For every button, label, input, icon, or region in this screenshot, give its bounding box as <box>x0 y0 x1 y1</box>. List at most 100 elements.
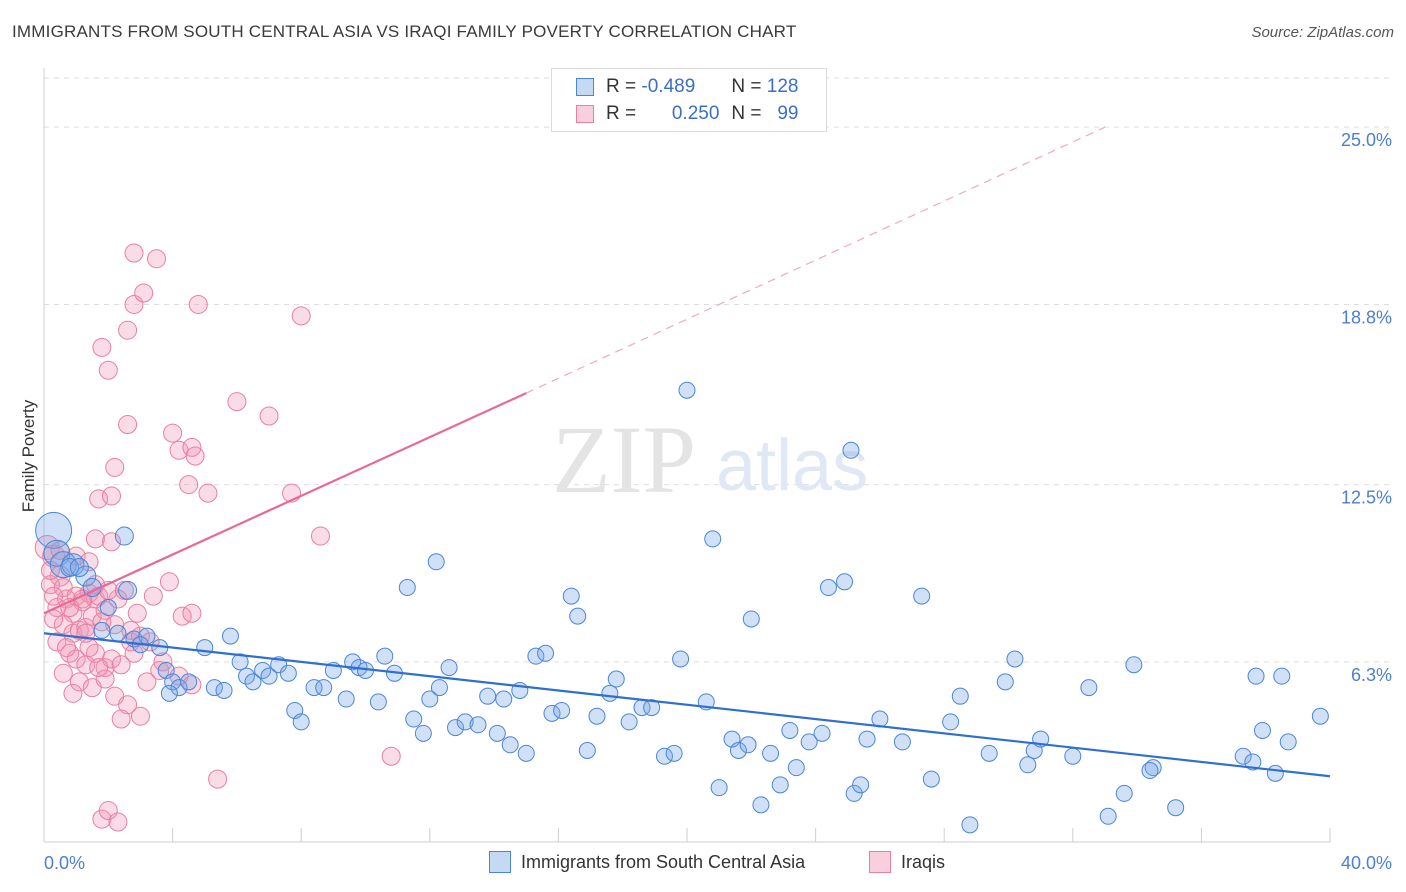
pink-point <box>310 526 330 546</box>
blue-point <box>260 667 278 685</box>
blue-point <box>996 673 1014 691</box>
blue-point <box>787 759 805 777</box>
blue-point <box>980 744 998 762</box>
blue-point <box>562 587 580 605</box>
iraqis-points <box>34 243 401 832</box>
y-tick-label: 25.0% <box>1341 130 1392 150</box>
blue-point <box>479 687 497 705</box>
blue-point <box>469 716 487 734</box>
blue-point <box>836 573 854 591</box>
blue-point <box>739 736 757 754</box>
blue-point <box>1080 679 1098 697</box>
chart-source: Source: ZipAtlas.com <box>1251 24 1394 41</box>
blue-point <box>569 607 587 625</box>
blue-point <box>1064 747 1082 765</box>
blue-point <box>1311 707 1329 725</box>
blue-point <box>1144 759 1162 777</box>
y-axis-label: Family Poverty <box>19 399 38 512</box>
blue-point <box>1244 753 1262 771</box>
blue-point <box>781 721 799 739</box>
bottom-legend-swatch-pink <box>869 851 891 873</box>
south-central-asia-points <box>35 381 1329 834</box>
pink-point <box>89 658 109 678</box>
legend-n-value: 99 <box>777 103 799 124</box>
blue-point <box>170 679 188 697</box>
pink-point <box>92 337 112 357</box>
pink-point <box>69 672 89 692</box>
blue-point <box>456 713 474 731</box>
legend-row-blue: R = -0.489 N = 128 <box>576 75 798 99</box>
pink-point <box>118 320 138 340</box>
bottom-legend-pink: Iraqis <box>869 851 945 873</box>
blue-point <box>578 742 596 760</box>
blue-point <box>1125 656 1143 674</box>
legend-row-pink: R = 0.250 N = 99 <box>576 102 798 126</box>
pink-point <box>47 632 67 652</box>
pink-point <box>105 457 125 477</box>
blue-point <box>118 580 138 600</box>
blue-point <box>527 647 545 665</box>
pink-point <box>98 360 118 380</box>
blue-point <box>762 744 780 762</box>
blue-point <box>60 558 80 578</box>
blue-point <box>678 381 696 399</box>
blue-point <box>710 779 728 797</box>
blue-point <box>440 659 458 677</box>
blue-point <box>655 747 673 765</box>
x-tick-label: 0.0% <box>44 853 85 873</box>
pink-point <box>198 483 218 503</box>
pink-point <box>179 475 199 495</box>
blue-point <box>376 647 394 665</box>
blue-point <box>893 733 911 751</box>
blue-point <box>813 724 831 742</box>
pink-point <box>82 606 102 626</box>
bottom-legend: Immigrants from South Central Asia Iraqi… <box>0 851 1406 877</box>
blue-point <box>620 713 638 731</box>
pink-point <box>381 746 401 766</box>
blue-point <box>447 719 465 737</box>
blue-point <box>845 784 863 802</box>
pink-point <box>53 663 73 683</box>
pink-point <box>130 706 150 726</box>
blue-point <box>1234 747 1252 765</box>
blue-point <box>488 724 506 742</box>
blue-point <box>344 653 362 671</box>
pink-point <box>95 669 115 689</box>
blue-point <box>553 701 571 719</box>
blue-point <box>601 684 619 702</box>
blue-point <box>922 770 940 788</box>
blue-point <box>742 610 760 628</box>
blue-point <box>588 707 606 725</box>
pink-point <box>227 392 247 412</box>
blue-point <box>961 816 979 834</box>
pink-point <box>44 586 64 606</box>
blue-point <box>752 796 770 814</box>
trend-lines <box>43 126 1331 778</box>
blue-point <box>543 704 561 722</box>
blue-point <box>643 699 661 717</box>
bottom-legend-swatch-blue <box>489 851 511 873</box>
blue-point <box>672 650 690 668</box>
legend-n-value: 128 <box>766 76 799 97</box>
blue-point <box>942 713 960 731</box>
pink-point <box>124 243 144 263</box>
bottom-legend-label-blue: Immigrants from South Central Asia <box>521 851 806 872</box>
blue-point <box>35 511 73 549</box>
blue-point <box>951 687 969 705</box>
blue-point <box>398 579 416 597</box>
blue-point <box>495 690 513 708</box>
watermark-zip: ZIP <box>552 406 696 513</box>
blue-point <box>665 744 683 762</box>
bottom-legend-label-pink: Iraqis <box>901 851 946 872</box>
pink-point <box>137 672 157 692</box>
blue-point <box>244 673 262 691</box>
pink-point <box>85 529 105 549</box>
pink-point <box>118 695 138 715</box>
pink-point <box>57 638 77 658</box>
pink-point <box>159 572 179 592</box>
pink-point <box>188 294 208 314</box>
pink-point <box>102 486 122 506</box>
blue-point <box>537 644 555 662</box>
blue-point <box>704 530 722 548</box>
blue-point <box>771 776 789 794</box>
